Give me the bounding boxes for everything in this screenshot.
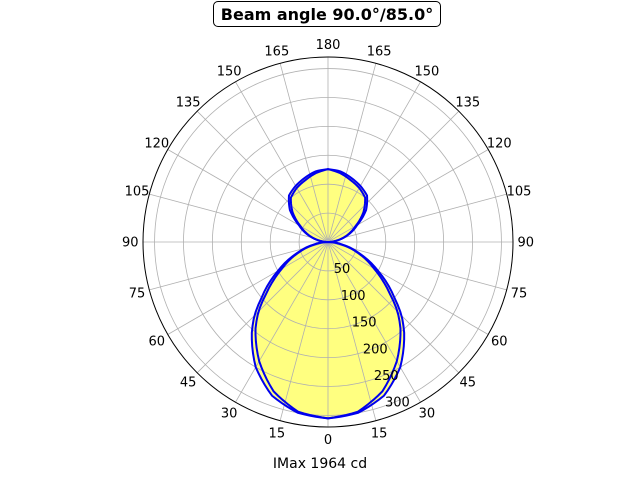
angular-grid-line [327,63,377,243]
angular-grid-line [279,63,329,243]
angle-tick-label: 180 [316,38,341,53]
angle-tick-label: 165 [367,45,392,60]
angle-tick-label: 45 [460,375,477,390]
angular-grid-line [327,81,421,243]
angle-tick-label: 75 [511,287,528,302]
beam-curve-inner [254,168,402,420]
chart-title: Beam angle 90.0°/85.0° [213,1,441,27]
radial-tick-label: 100 [341,289,366,304]
angle-tick-label: 75 [129,287,146,302]
angular-grid-line [167,241,329,335]
angular-grid-line [196,241,329,374]
angle-tick-label: 30 [221,407,238,422]
radial-tick-label: 50 [334,262,351,277]
angular-grid-line [327,241,377,421]
angle-tick-label: 90 [122,236,139,251]
curve-layer [250,168,406,420]
radial-tick-label: 150 [352,316,377,331]
angle-tick-label: 150 [414,64,439,79]
angular-grid-line [327,193,507,243]
angle-tick-label: 120 [487,137,512,152]
angle-tick-label: 105 [507,184,532,199]
polar-frame [142,56,514,428]
angle-tick-label: 15 [269,426,286,441]
angular-grid-line [279,241,329,421]
angle-tick-label: 60 [491,334,508,349]
angle-tick-label: 30 [419,407,436,422]
angle-tick-label: 0 [324,433,332,448]
grid-layer [142,56,514,428]
angular-grid-line [327,241,421,403]
angular-grid-line [149,241,329,291]
angle-tick-label: 105 [125,184,150,199]
radial-tick-label: 200 [363,342,388,357]
angular-grid-line [327,110,460,243]
angular-grid-line [327,241,460,374]
angle-tick-label: 90 [517,236,534,251]
angular-grid-line [327,241,489,335]
radial-tick-label: 300 [385,396,410,411]
tick-labels-layer: 0 15 30 45 60 75 90 105 120 135 150 165 180 165 150 135… [122,38,534,448]
angle-tick-label: 120 [144,137,169,152]
angular-grid-line [235,241,329,403]
angular-grid-line [196,110,329,243]
angle-tick-label: 135 [176,96,201,111]
x-axis-label: IMax 1964 cd [272,456,368,472]
angle-tick-label: 60 [148,334,165,349]
radial-tick-label: 250 [374,369,399,384]
angle-tick-label: 15 [371,426,388,441]
angle-tick-label: 135 [455,96,480,111]
angular-grid-line [327,241,507,291]
angle-tick-label: 45 [180,375,197,390]
angular-grid-line [149,193,329,243]
angular-grid-line [235,81,329,243]
angle-tick-label: 150 [217,64,242,79]
angle-tick-label: 165 [264,45,289,60]
